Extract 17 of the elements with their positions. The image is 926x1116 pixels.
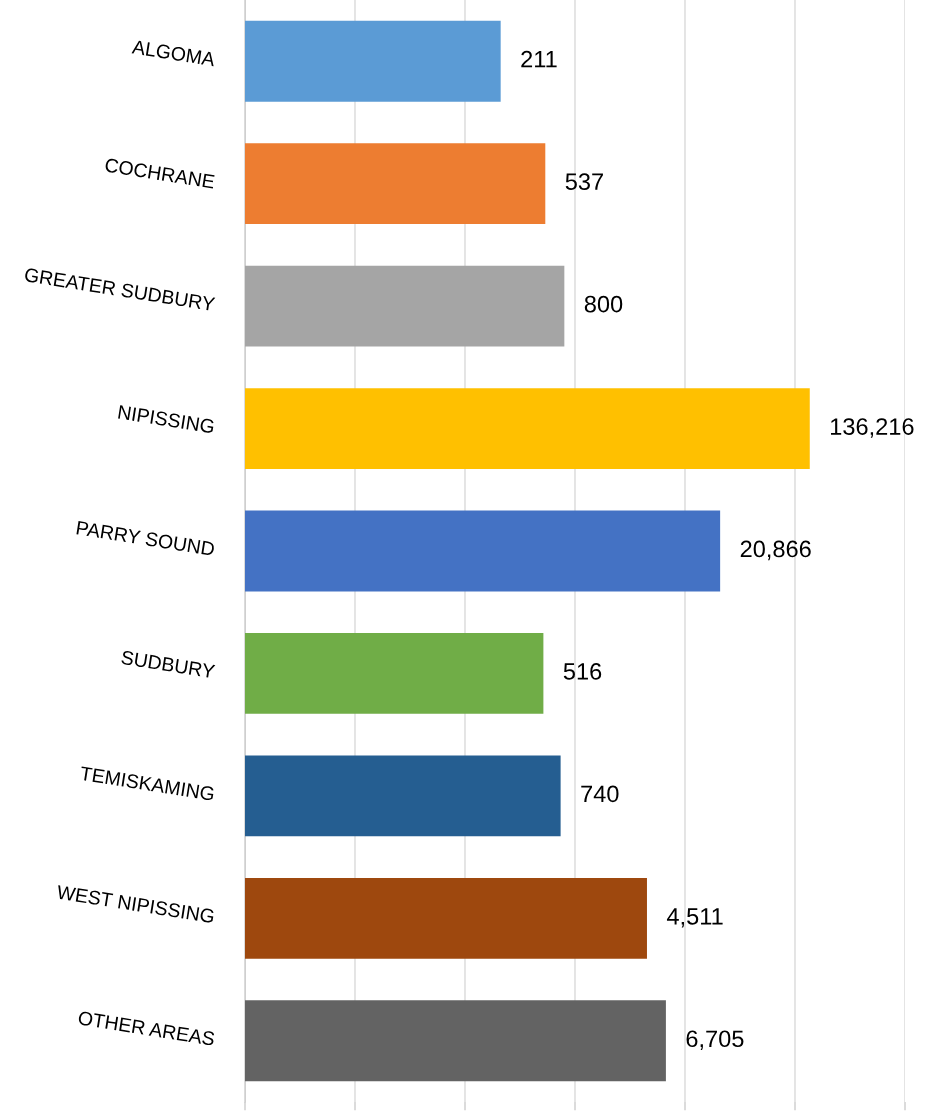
y-tick-label: SUDBURY — [120, 650, 216, 679]
data-label: 4,511 — [666, 908, 723, 928]
data-label: 136,216 — [831, 418, 914, 438]
data-label: 516 — [563, 663, 602, 680]
y-tick-label: COCHRANE — [104, 157, 215, 189]
y-tick-label: PARRY SOUND — [76, 520, 215, 557]
y-tick-label: GREATER SUDBURY — [24, 267, 216, 312]
data-label: 6,705 — [686, 1030, 744, 1050]
data-label: 537 — [565, 173, 603, 190]
y-tick-label: OTHER AREAS — [77, 1010, 215, 1046]
y-tick-label: ALGOMA — [131, 39, 216, 67]
data-label: 211 — [521, 50, 557, 68]
y-tick-label: NIPISSING — [118, 404, 215, 434]
data-label: 20,866 — [740, 540, 811, 561]
data-label: 800 — [584, 295, 623, 313]
y-tick-label: WEST NIPISSING — [56, 884, 215, 924]
data-label: 740 — [581, 785, 619, 803]
